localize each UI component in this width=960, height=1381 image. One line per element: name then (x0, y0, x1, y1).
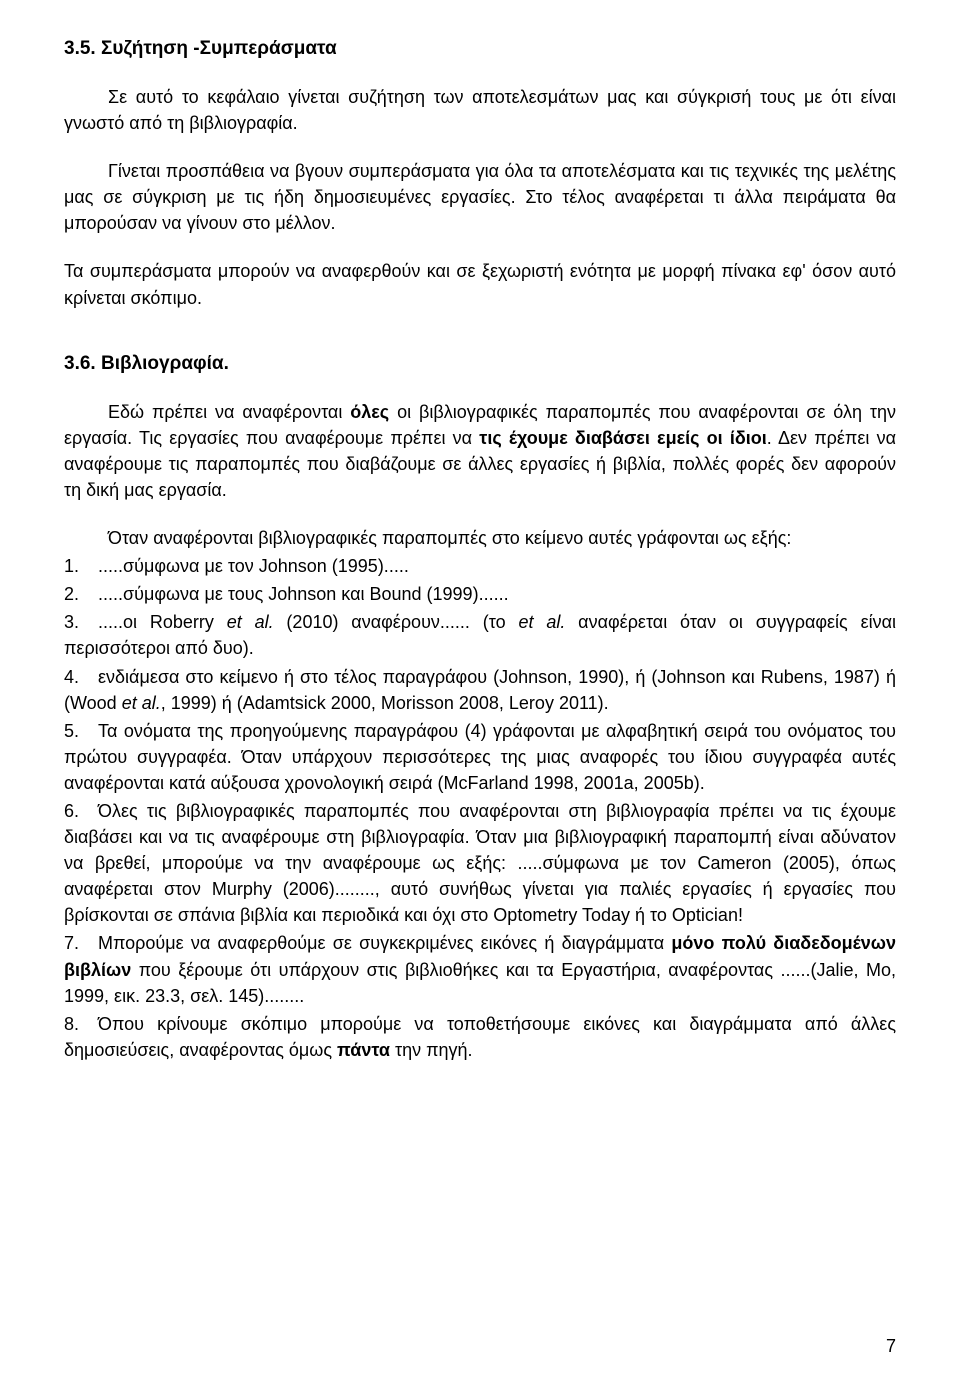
text-run: (2010) αναφέρουν...... (το (274, 612, 519, 632)
section-3-5-heading: 3.5. Συζήτηση -Συμπεράσματα (64, 38, 896, 60)
text-run: .....σύμφωνα με τον Johnson (1995)..... (98, 556, 409, 576)
list-item-8: 8.Όπου κρίνουμε σκόπιμο μπορούμε να τοπο… (64, 1011, 896, 1063)
text-run: , 1999) ή (Adamtsick 2000, Morisson 2008… (161, 693, 609, 713)
list-item-3: 3......οι Roberry et al. (2010) αναφέρου… (64, 609, 896, 661)
text-run: Μπορούμε να αναφερθούμε σε συγκεκριμένες… (98, 933, 671, 953)
bold-text: πάντα (337, 1040, 390, 1060)
list-item-7: 7.Μπορούμε να αναφερθούμε σε συγκεκριμέν… (64, 930, 896, 1008)
text-run: Όπου κρίνουμε σκόπιμο μπορούμε να τοποθε… (64, 1014, 896, 1060)
bold-text: όλες (350, 402, 389, 422)
document-page: 3.5. Συζήτηση -Συμπεράσματα Σε αυτό το κ… (0, 0, 960, 1381)
list-number: 2. (64, 581, 98, 607)
section-3-5-para-1: Σε αυτό το κεφάλαιο γίνεται συζήτηση των… (64, 84, 896, 136)
text-run: .....σύμφωνα με τους Johnson και Bound (… (98, 584, 509, 604)
section-3-5-para-2: Γίνεται προσπάθεια να βγουν συμπεράσματα… (64, 158, 896, 236)
list-number: 3. (64, 609, 98, 635)
list-item-2: 2......σύμφωνα με τους Johnson και Bound… (64, 581, 896, 607)
bold-text: τις έχουμε διαβάσει εμείς οι ίδιοι (479, 428, 767, 448)
italic-text: et al. (227, 612, 274, 632)
list-item-5: 5.Τα ονόματα της προηγούμενης παραγράφου… (64, 718, 896, 796)
list-intro: Όταν αναφέρονται βιβλιογραφικές παραπομπ… (64, 525, 896, 551)
list-number: 4. (64, 664, 98, 690)
italic-text: et al. (518, 612, 565, 632)
list-number: 7. (64, 930, 98, 956)
section-3-6-para-1: Εδώ πρέπει να αναφέρονται όλες οι βιβλιο… (64, 399, 896, 503)
text-run: Όλες τις βιβλιογραφικές παραπομπές που α… (64, 801, 896, 925)
list-number: 6. (64, 798, 98, 824)
text-run: Τα ονόματα της προηγούμενης παραγράφου (… (64, 721, 896, 793)
page-number: 7 (886, 1336, 896, 1357)
text-run: Εδώ πρέπει να αναφέρονται (108, 402, 350, 422)
section-3-5-para-3: Τα συμπεράσματα μπορούν να αναφερθούν κα… (64, 258, 896, 310)
list-number: 8. (64, 1011, 98, 1037)
section-3-6-heading: 3.6. Βιβλιογραφία. (64, 353, 896, 375)
text-run: την πηγή. (390, 1040, 473, 1060)
list-number: 5. (64, 718, 98, 744)
italic-text: et al. (122, 693, 161, 713)
text-run: που ξέρουμε ότι υπάρχουν στις βιβλιοθήκε… (64, 960, 896, 1006)
list-item-6: 6.Όλες τις βιβλιογραφικές παραπομπές που… (64, 798, 896, 928)
list-number: 1. (64, 553, 98, 579)
list-item-4: 4.ενδιάμεσα στο κείμενο ή στο τέλος παρα… (64, 664, 896, 716)
list-item-1: 1......σύμφωνα με τον Johnson (1995)....… (64, 553, 896, 579)
text-run: .....οι Roberry (98, 612, 227, 632)
